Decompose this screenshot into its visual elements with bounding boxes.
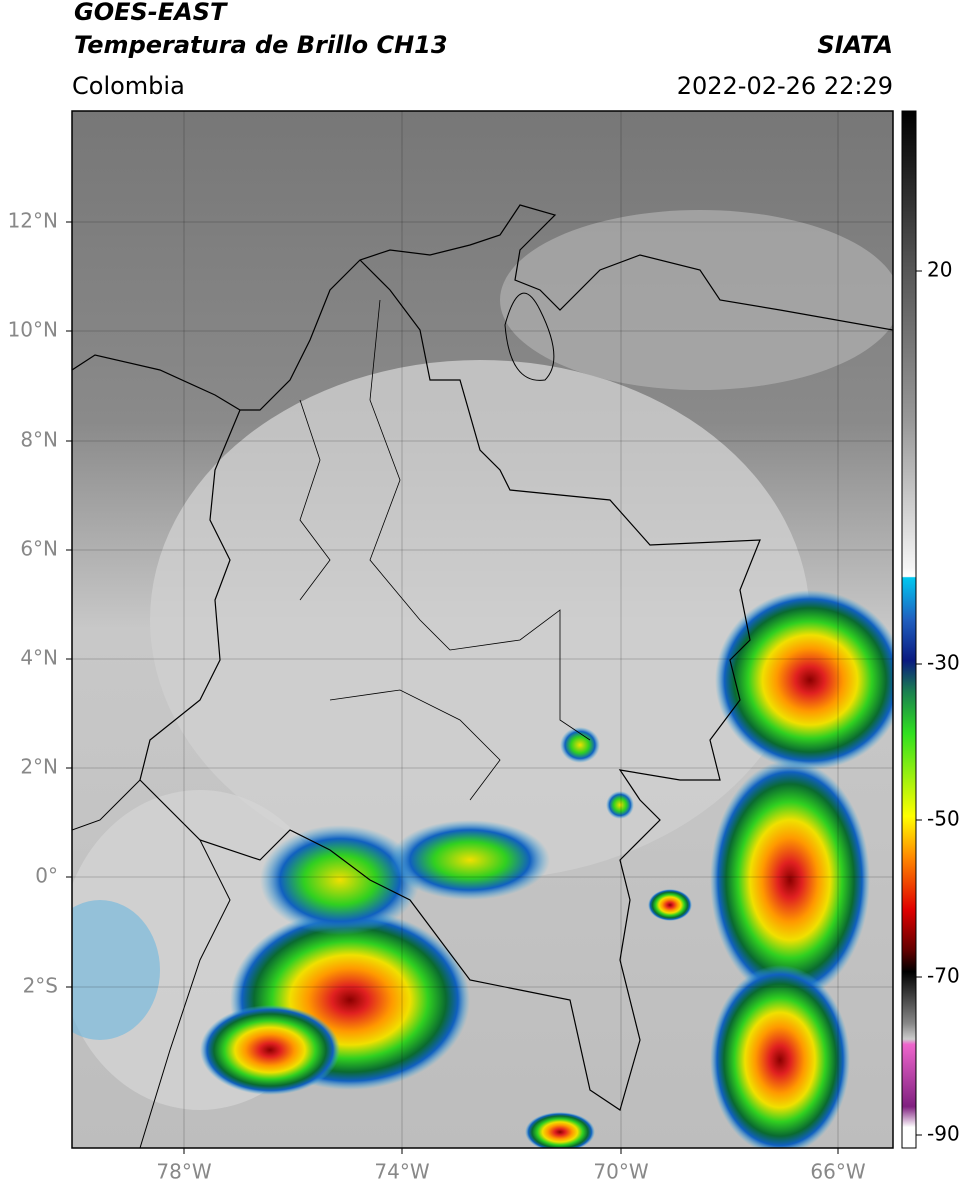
colorbar	[901, 110, 917, 1149]
title: GOES-EAST	[74, 0, 228, 26]
colorbar-label: -50	[927, 807, 960, 831]
lon-label: 74°W	[374, 1160, 429, 1184]
lat-label: 6°N	[20, 537, 58, 561]
graticule	[66, 111, 893, 1154]
colorbar-label: -30	[927, 651, 960, 675]
lat-label: 12°N	[8, 209, 58, 233]
colorbar-label: 20	[927, 258, 952, 282]
lat-label: 2°N	[20, 755, 58, 779]
source: SIATA	[817, 31, 893, 59]
colorbar-label: -70	[927, 964, 960, 988]
lon-label: 78°W	[156, 1160, 211, 1184]
datetime: 2022-02-26 22:29	[677, 72, 893, 100]
colorbar-label: -90	[927, 1122, 960, 1146]
lon-label: 70°W	[593, 1160, 648, 1184]
lon-label: 66°W	[810, 1160, 865, 1184]
lat-label: 0°	[35, 864, 58, 888]
lat-label: 4°N	[20, 646, 58, 670]
lat-label: 2°S	[23, 974, 58, 998]
lat-label: 8°N	[20, 428, 58, 452]
region: Colombia	[72, 72, 185, 100]
map-frame	[71, 110, 894, 1149]
lat-label: 10°N	[8, 318, 58, 342]
title: Temperatura de Brillo CH13	[74, 31, 448, 59]
map-image	[72, 111, 893, 1148]
